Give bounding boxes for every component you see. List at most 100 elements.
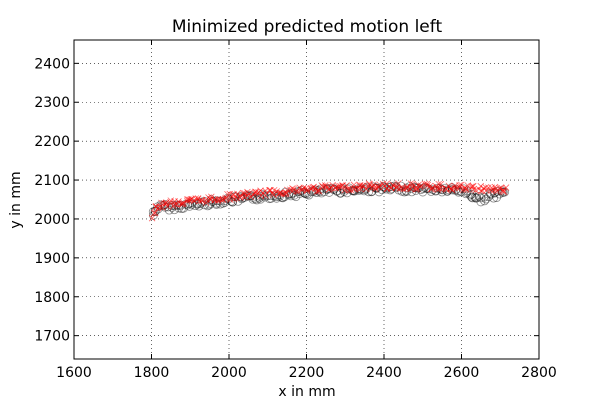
data-point-cross — [171, 200, 179, 208]
data-point-cross — [436, 185, 444, 192]
data-point-circle — [169, 205, 179, 215]
data-point-cross — [375, 183, 383, 191]
y-tick-label: 2400 — [34, 56, 70, 72]
x-axis-label: x in mm — [278, 384, 335, 400]
data-point-cross — [351, 184, 359, 192]
data-point-cross — [283, 186, 291, 194]
data-point-cross — [477, 182, 485, 190]
y-tick-label: 2000 — [34, 212, 70, 228]
data-point-cross — [403, 183, 411, 190]
data-point-cross — [241, 193, 248, 201]
data-point-cross — [412, 186, 420, 193]
data-point-circle — [428, 185, 438, 195]
data-point-circle — [242, 190, 252, 200]
data-point-cross — [326, 185, 333, 193]
data-point-circle — [255, 191, 265, 201]
data-point-cross — [468, 183, 475, 190]
data-point-circle — [489, 193, 498, 203]
data-point-cross — [313, 188, 321, 195]
y-tick-label: 1700 — [34, 329, 70, 345]
x-tick-label: 2600 — [444, 365, 480, 381]
data-point-cross — [464, 182, 472, 189]
data-point-circle — [480, 196, 489, 206]
data-point-cross — [360, 182, 367, 189]
data-point-circle — [467, 189, 476, 199]
y-tick-label: 1900 — [34, 251, 70, 267]
data-point-circle — [490, 188, 500, 197]
data-point-circle — [272, 193, 281, 203]
data-point-cross — [244, 192, 251, 199]
y-tick-label: 2100 — [34, 173, 70, 189]
data-point-cross — [164, 203, 171, 210]
data-point-cross — [482, 184, 490, 191]
data-point-circle — [462, 186, 472, 196]
tick-labels: 1600 1800 2000 2200 2400 2600 2800 1700 1800 1900… — [34, 56, 556, 381]
axis-ticks — [73, 40, 540, 359]
data-point-cross — [491, 183, 499, 191]
data-point-circle — [467, 192, 476, 202]
data-point-circle — [471, 193, 481, 203]
grid — [74, 40, 539, 359]
data-point-circle — [293, 187, 303, 196]
data-point-circle — [465, 190, 475, 200]
data-point-circle — [336, 188, 345, 198]
data-point-cross — [456, 181, 463, 189]
data-point-circle — [148, 207, 158, 216]
data-point-circle — [194, 201, 204, 211]
y-axis-label: y in mm — [8, 171, 24, 228]
data-point-cross — [435, 180, 442, 188]
data-point-cross — [245, 190, 253, 197]
data-point-circle — [492, 193, 502, 202]
data-point-circle — [278, 193, 288, 203]
x-tick-label: 2800 — [521, 365, 557, 381]
data-point-cross — [428, 185, 436, 193]
data-point-cross — [252, 188, 260, 196]
data-point-cross — [502, 184, 510, 191]
data-point-cross — [470, 186, 477, 193]
y-tick-label: 2300 — [34, 95, 70, 111]
x-tick-label: 2000 — [211, 365, 247, 381]
x-tick-label: 2400 — [366, 365, 402, 381]
data-point-cross — [151, 209, 159, 217]
data-point-circle — [313, 186, 323, 195]
x-tick-label: 2200 — [289, 365, 325, 381]
data-point-circle — [336, 188, 345, 198]
data-point-circle — [260, 192, 270, 202]
x-tick-label: 1600 — [56, 365, 92, 381]
data-point-circle — [289, 190, 299, 200]
data-point-cross — [332, 184, 339, 192]
data-point-cross — [295, 188, 302, 195]
data-point-cross — [345, 186, 353, 194]
data-point-circle — [472, 193, 482, 203]
data-point-circle — [440, 183, 450, 193]
data-point-circle — [252, 195, 262, 205]
data-point-cross — [202, 199, 210, 206]
data-point-cross — [237, 192, 245, 200]
data-point-cross — [395, 180, 402, 187]
x-tick-label: 1800 — [134, 365, 170, 381]
data-point-cross — [192, 195, 200, 202]
data-point-circle — [451, 184, 461, 194]
data-point-cross — [150, 209, 158, 217]
data-point-circle — [476, 197, 486, 207]
data-point-cross — [211, 197, 218, 204]
data-point-circle — [476, 193, 486, 203]
data-point-circle — [233, 196, 243, 206]
data-point-circle — [498, 187, 508, 197]
data-point-cross — [437, 180, 445, 188]
data-point-cross — [418, 182, 425, 189]
data-point-circle — [153, 204, 163, 214]
data-point-cross — [429, 184, 436, 191]
data-point-cross — [167, 198, 174, 206]
data-point-cross — [196, 197, 203, 205]
data-point-cross — [199, 197, 206, 204]
data-point-circle — [459, 184, 469, 194]
data-point-circle — [381, 183, 390, 193]
data-point-cross — [499, 188, 507, 195]
data-point-cross — [148, 214, 156, 222]
data-point-cross — [407, 180, 415, 187]
data-point-cross — [400, 185, 407, 193]
data-point-cross — [290, 185, 297, 193]
y-tick-label: 1800 — [34, 290, 70, 306]
